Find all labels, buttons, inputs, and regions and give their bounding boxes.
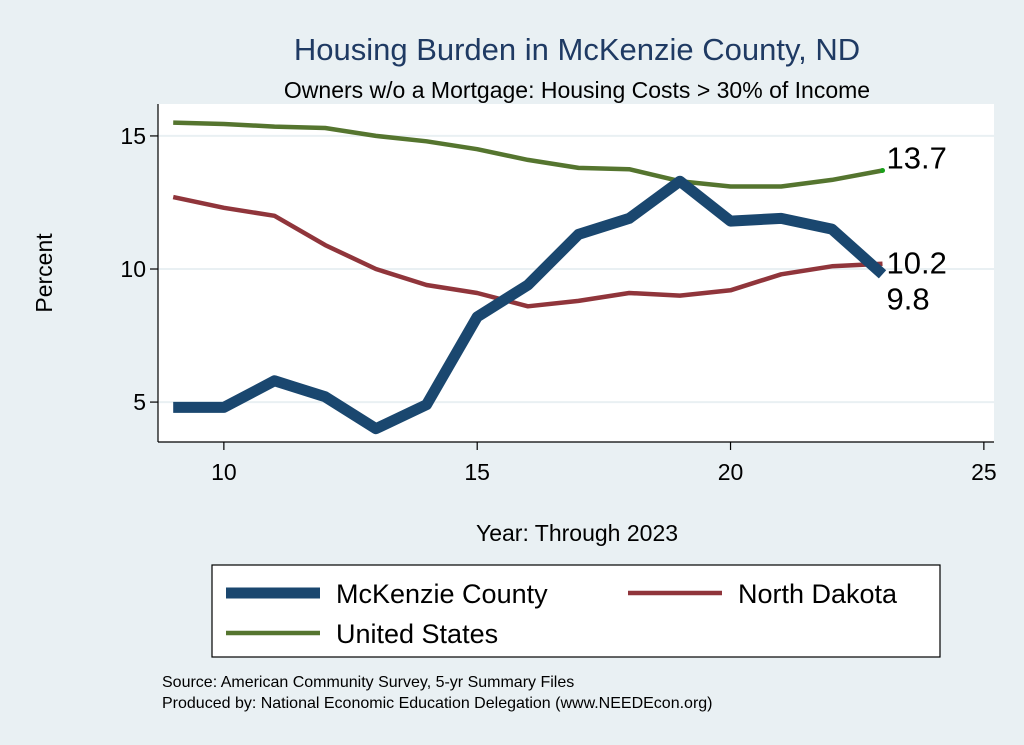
series-line-mckenzie-county: [173, 175, 887, 435]
y-axis-title: Percent: [31, 233, 57, 313]
legend: McKenzie County North Dakota United States: [226, 579, 898, 649]
y-tick-label: 15: [120, 123, 146, 149]
y-tick-label: 10: [120, 256, 146, 282]
chart-title: Housing Burden in McKenzie County, ND: [294, 32, 860, 67]
x-axis-ticks: 10 15 20 25: [211, 442, 997, 485]
produced-by-note: Produced by: National Economic Education…: [162, 695, 713, 712]
x-tick-label: 10: [211, 459, 237, 485]
source-note: Source: American Community Survey, 5-yr …: [162, 674, 574, 691]
legend-label-united-states: United States: [336, 619, 498, 649]
us-endpoint-marker: [880, 168, 886, 174]
end-labels: 9.810.2 13.7: [887, 141, 947, 317]
x-axis-title: Year: Through 2023: [476, 520, 678, 546]
gridlines: [158, 134, 994, 404]
plot-area: [158, 104, 994, 442]
legend-box: [211, 564, 941, 658]
series-lines: [172, 120, 887, 435]
x-tick-label: 20: [718, 459, 744, 485]
legend-label-north-dakota: North Dakota: [738, 579, 898, 609]
y-axis-ticks: 5 10 15: [120, 123, 158, 415]
x-tick-label: 25: [971, 459, 997, 485]
end-label-north-dakota: 10.2: [887, 246, 947, 281]
y-tick-label: 5: [133, 389, 146, 415]
legend-label-mckenzie-county: McKenzie County: [336, 579, 548, 609]
chart-subtitle: Owners w/o a Mortgage: Housing Costs > 3…: [284, 77, 870, 103]
end-label-mckenzie-county: 9.8: [887, 281, 930, 316]
x-tick-label: 15: [464, 459, 490, 485]
series-line-north-dakota: [172, 194, 883, 309]
series-line-united-states: [173, 120, 883, 189]
end-label-united-states: 13.7: [887, 141, 947, 176]
